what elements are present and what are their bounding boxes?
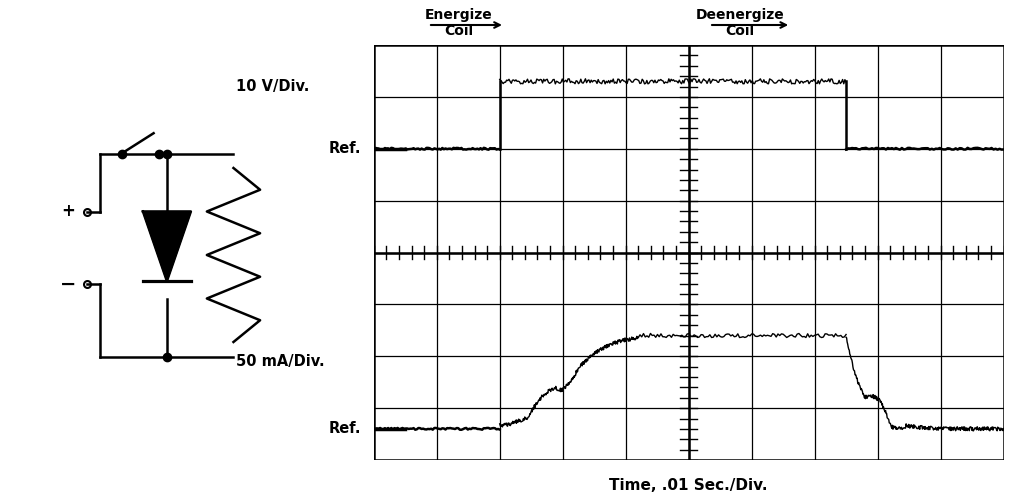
Text: Time, .01 Sec./Div.: Time, .01 Sec./Div. [609, 478, 768, 492]
Text: Energize
Coil: Energize Coil [425, 8, 493, 38]
Text: Deenergize
Coil: Deenergize Coil [695, 8, 784, 38]
Text: +: + [61, 202, 76, 220]
Text: −: − [60, 274, 77, 293]
Text: Ref.: Ref. [329, 142, 361, 156]
Polygon shape [143, 212, 190, 281]
Text: 10 V/Div.: 10 V/Div. [236, 79, 309, 94]
Text: Ref.: Ref. [329, 422, 361, 436]
Text: 50 mA/Div.: 50 mA/Div. [236, 354, 325, 369]
